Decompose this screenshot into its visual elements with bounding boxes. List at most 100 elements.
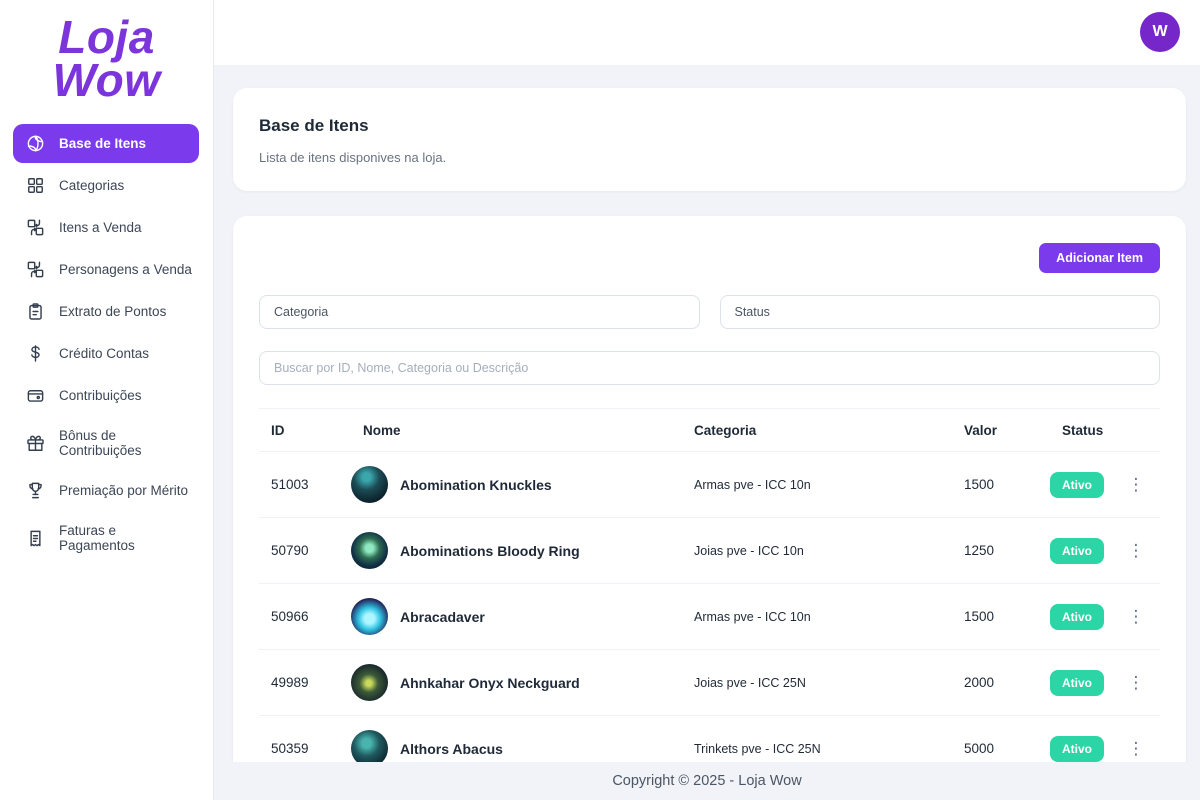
status-badge: Ativo	[1050, 537, 1104, 564]
sidebar-item-personagens-a-venda[interactable]: Personagens a Venda	[13, 250, 199, 289]
item-value: 1500	[964, 609, 995, 624]
item-image	[351, 466, 388, 503]
swap-icon	[26, 218, 45, 237]
gift-icon	[26, 434, 45, 453]
page-title: Base de Itens	[259, 116, 369, 135]
item-name: Abracadaver	[400, 608, 485, 625]
items-table: ID Nome Categoria Valor Status 51003 Abo…	[259, 408, 1160, 782]
item-value: 5000	[964, 741, 995, 756]
wallet-icon	[26, 386, 45, 405]
col-header-status: Status	[1062, 422, 1104, 438]
status-badge: Ativo	[1050, 735, 1104, 762]
footer: Copyright © 2025 - Loja Wow	[214, 762, 1200, 800]
copyright-text: Copyright © 2025 - Loja Wow	[612, 773, 802, 789]
sidebar-item-contribuicoes[interactable]: Contribuições	[13, 376, 199, 415]
item-category: Joias pve - ICC 25N	[694, 675, 806, 690]
table-row: 50790 Abominations Bloody Ring Joias pve…	[259, 518, 1160, 584]
row-menu-button[interactable]: ⋮	[1127, 739, 1145, 758]
sidebar-item-label: Categorias	[59, 178, 125, 194]
item-name: Abominations Bloody Ring	[400, 542, 580, 559]
sidebar-item-label: Premiação por Mérito	[59, 483, 189, 499]
item-image	[351, 598, 388, 635]
item-name: Althors Abacus	[400, 740, 503, 757]
sidebar-item-base-de-itens[interactable]: Base de Itens	[13, 124, 199, 164]
swap-icon	[26, 260, 45, 279]
status-badge: Ativo	[1050, 669, 1104, 696]
main-content: Base de Itens Lista de itens disponives …	[214, 65, 1200, 800]
logo[interactable]: Loja Wow	[0, 0, 213, 107]
row-menu-button[interactable]: ⋮	[1127, 541, 1145, 560]
sidebar-item-categorias[interactable]: Categorias	[13, 166, 199, 205]
status-badge: Ativo	[1050, 471, 1104, 498]
grid-icon	[26, 176, 45, 195]
sidebar-item-label: Itens a Venda	[59, 220, 142, 236]
item-id: 50359	[271, 741, 309, 756]
col-header-nome: Nome	[363, 422, 401, 438]
page-header-card: Base de Itens Lista de itens disponives …	[233, 88, 1186, 191]
col-header-categoria: Categoria	[694, 422, 757, 438]
sidebar-item-extrato-de-pontos[interactable]: Extrato de Pontos	[13, 292, 199, 331]
sidebar-item-label: Faturas e Pagamentos	[59, 523, 135, 554]
sidebar-item-credito-contas[interactable]: Crédito Contas	[13, 334, 199, 373]
topbar: W	[214, 0, 1200, 65]
table-header-row: ID Nome Categoria Valor Status	[259, 408, 1160, 452]
item-value: 2000	[964, 675, 995, 690]
item-value: 1500	[964, 477, 995, 492]
item-value: 1250	[964, 543, 995, 558]
sidebar-item-label: Bônus de Contribuições	[59, 428, 142, 459]
item-image	[351, 532, 388, 569]
category-select-value: Categoria	[274, 305, 329, 319]
item-category: Armas pve - ICC 10n	[694, 609, 811, 624]
item-name: Abomination Knuckles	[400, 476, 552, 493]
filter-row: Categoria Status	[259, 295, 1160, 329]
col-header-valor: Valor	[964, 422, 998, 438]
items-card: Adicionar Item Categoria Status ID Nome …	[233, 216, 1186, 800]
logo-line-1: Loja	[58, 11, 155, 63]
page-subtitle: Lista de itens disponives na loja.	[259, 150, 447, 165]
dollar-icon	[26, 344, 45, 363]
sidebar-item-label: Contribuições	[59, 388, 142, 404]
sidebar-item-label: Personagens a Venda	[59, 262, 192, 278]
receipt-icon	[26, 529, 45, 548]
sidebar-item-label: Extrato de Pontos	[59, 304, 167, 320]
item-category: Trinkets pve - ICC 25N	[694, 741, 821, 756]
trophy-icon	[26, 481, 45, 500]
sidebar-item-faturas-e-pagamentos[interactable]: Faturas e Pagamentos	[13, 513, 199, 563]
table-body: 51003 Abomination Knuckles Armas pve - I…	[259, 452, 1160, 782]
col-header-id: ID	[271, 422, 285, 438]
item-category: Armas pve - ICC 10n	[694, 477, 811, 492]
item-name: Ahnkahar Onyx Neckguard	[400, 674, 580, 691]
item-id: 51003	[271, 477, 309, 492]
item-id: 50790	[271, 543, 309, 558]
sidebar-nav: Base de Itens Categorias Itens a Venda P…	[0, 124, 213, 563]
item-id: 50966	[271, 609, 309, 624]
sidebar-item-label: Base de Itens	[59, 136, 147, 152]
sidebar-item-itens-a-venda[interactable]: Itens a Venda	[13, 208, 199, 247]
user-avatar[interactable]: W	[1140, 12, 1180, 52]
table-row: 51003 Abomination Knuckles Armas pve - I…	[259, 452, 1160, 518]
sidebar-item-bonus-de-contribuicoes[interactable]: Bônus de Contribuições	[13, 418, 199, 468]
sidebar-item-label: Crédito Contas	[59, 346, 150, 362]
status-select[interactable]: Status	[719, 295, 1160, 329]
toolbar: Adicionar Item	[259, 243, 1160, 273]
table-row: 49989 Ahnkahar Onyx Neckguard Joias pve …	[259, 650, 1160, 716]
row-menu-button[interactable]: ⋮	[1127, 475, 1145, 494]
row-menu-button[interactable]: ⋮	[1127, 607, 1145, 626]
status-select-value: Status	[734, 305, 770, 319]
avatar-initial: W	[1152, 23, 1168, 40]
sidebar-item-premiacao-por-merito[interactable]: Premiação por Mérito	[13, 471, 199, 510]
item-image	[351, 664, 388, 701]
item-image	[351, 730, 388, 767]
row-menu-button[interactable]: ⋮	[1127, 673, 1145, 692]
add-item-button[interactable]: Adicionar Item	[1039, 243, 1160, 273]
category-select[interactable]: Categoria	[259, 295, 700, 329]
sidebar: Loja Wow Base de Itens Categorias Itens …	[0, 0, 214, 800]
search-input[interactable]	[259, 351, 1160, 385]
item-id: 49989	[271, 675, 309, 690]
status-badge: Ativo	[1050, 603, 1104, 630]
orb-icon	[26, 134, 45, 153]
item-category: Joias pve - ICC 10n	[694, 543, 804, 558]
table-row: 50966 Abracadaver Armas pve - ICC 10n 15…	[259, 584, 1160, 650]
logo-line-2: Wow	[52, 54, 161, 107]
clipboard-icon	[26, 302, 45, 321]
